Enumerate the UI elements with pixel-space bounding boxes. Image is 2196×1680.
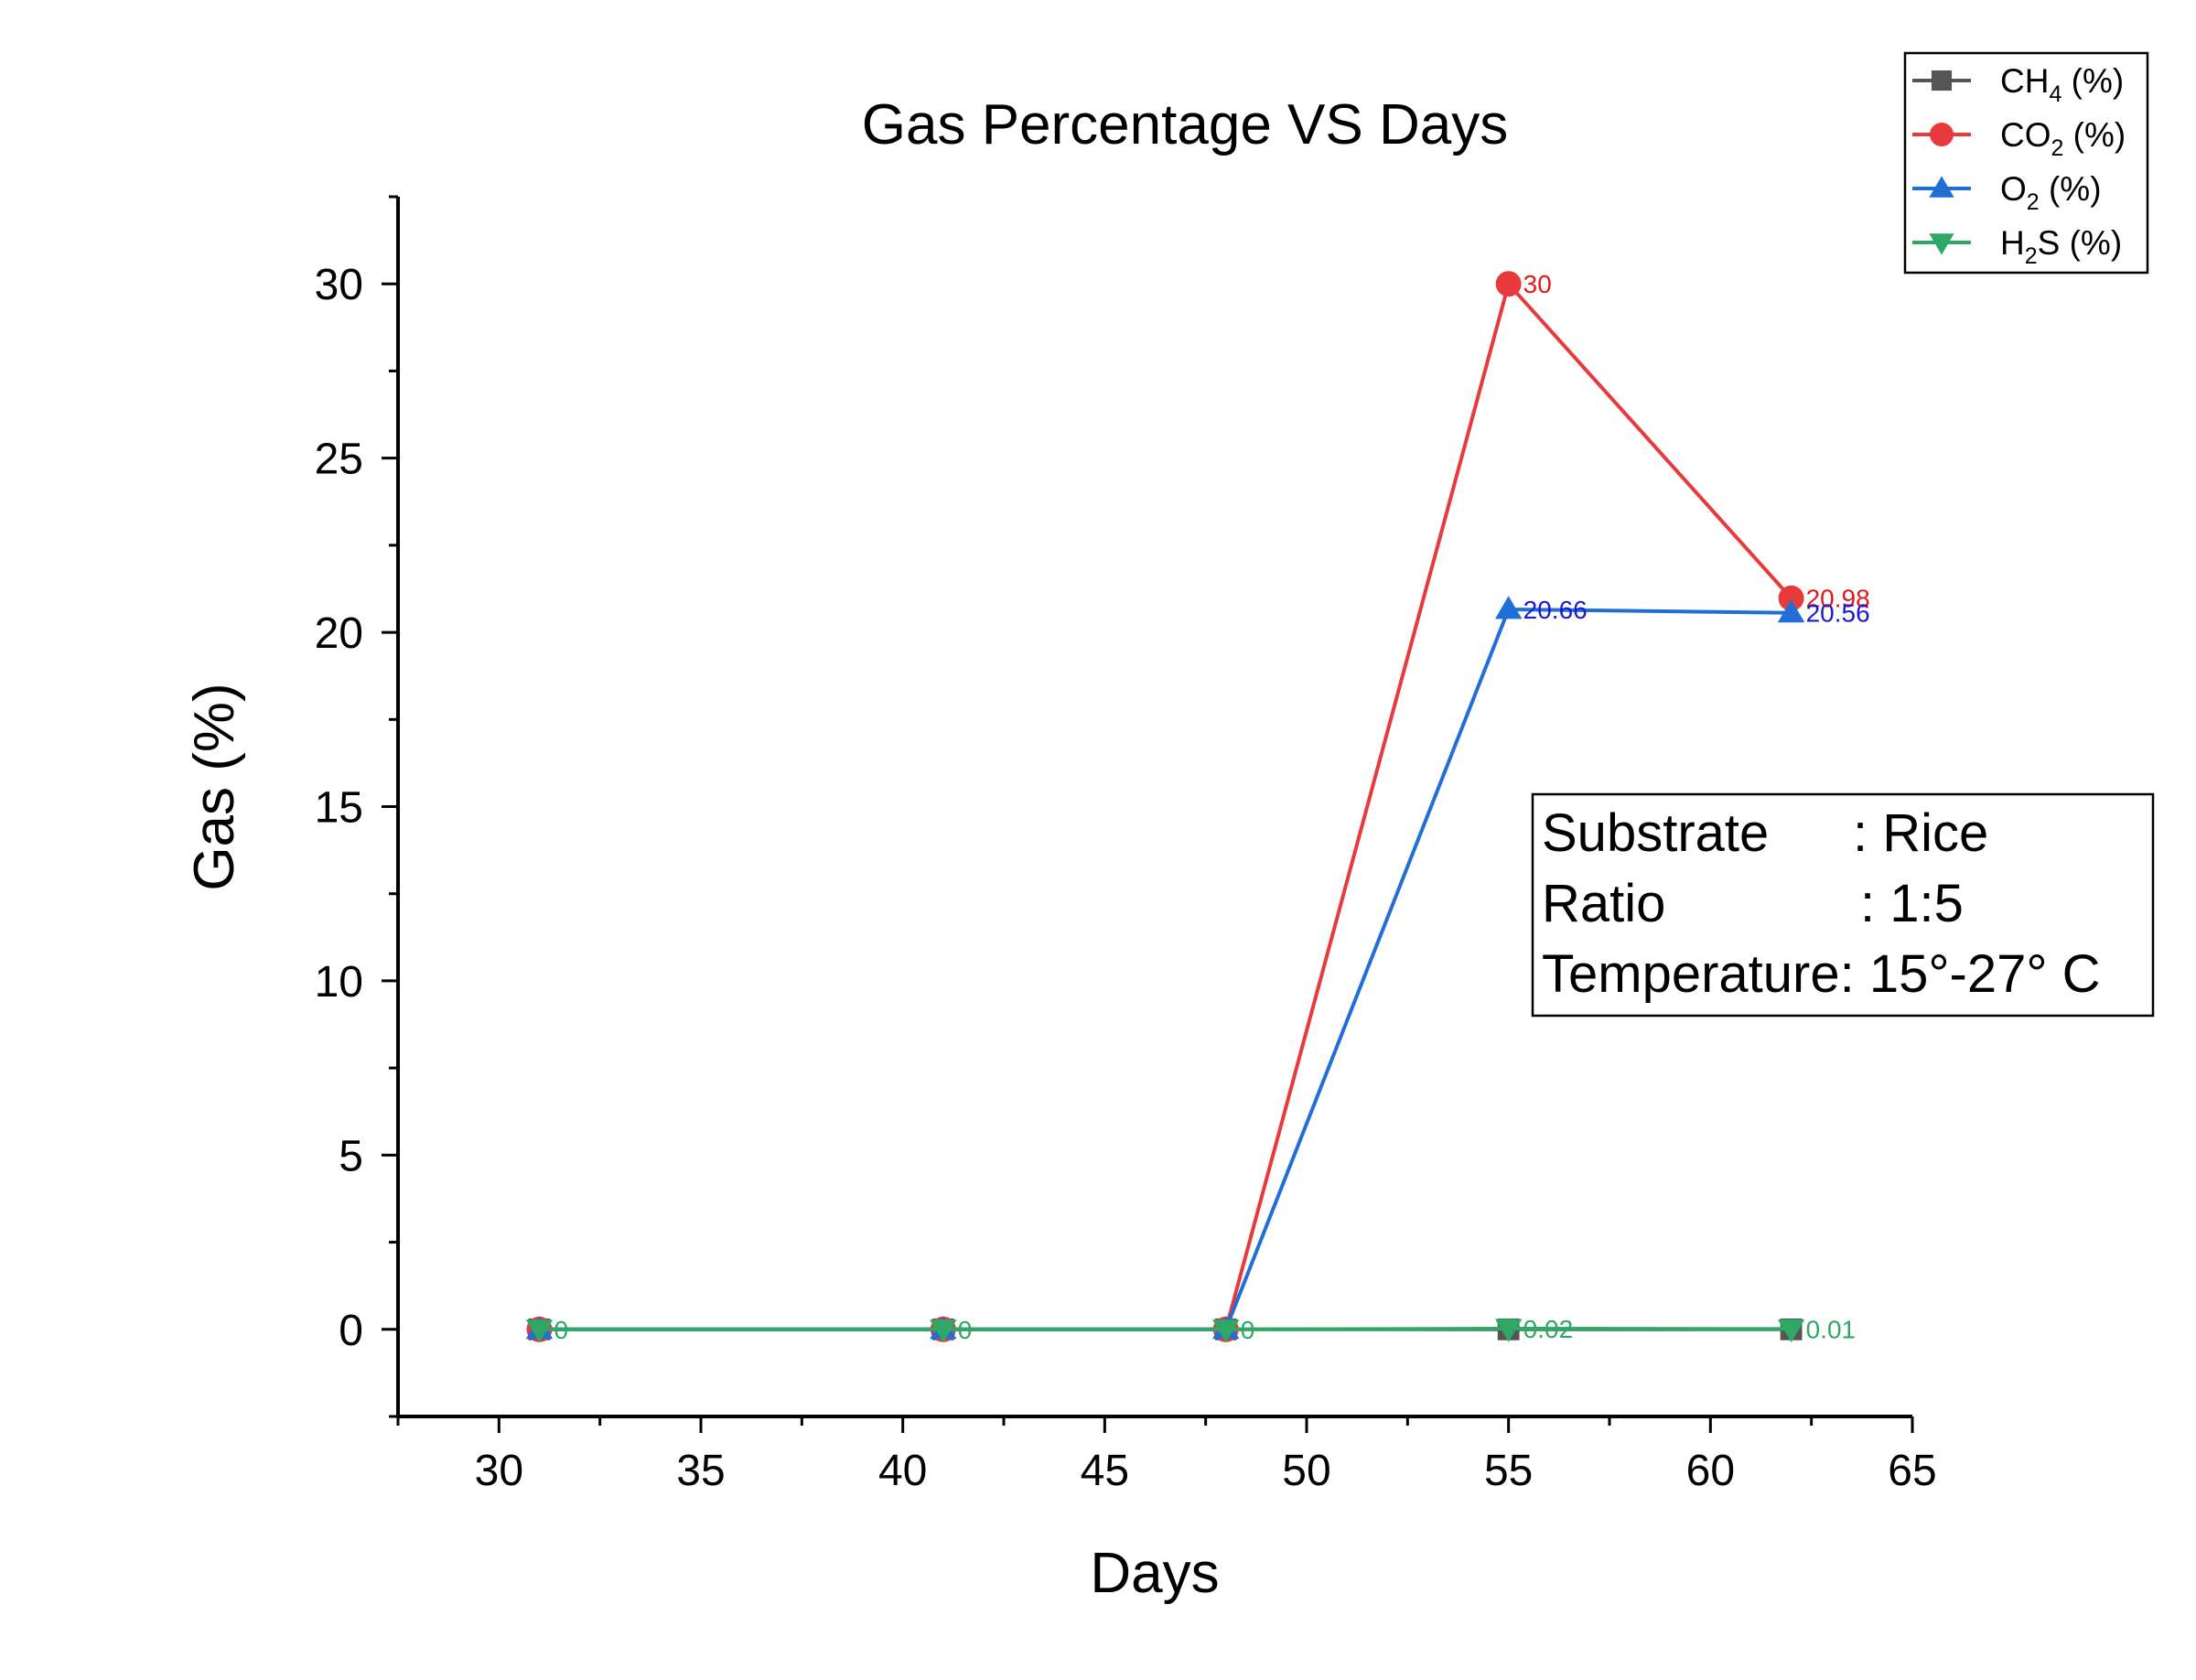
x-tick-label: 45 — [1081, 1447, 1129, 1495]
y-tick-label: 30 — [315, 261, 363, 309]
legend-label: O2 (%) — [2000, 170, 2102, 215]
legend-label-tail: (%) — [2040, 170, 2102, 208]
info-value: : 15°-27° C — [1840, 944, 2101, 1004]
y-tick-label: 25 — [315, 436, 363, 484]
data-label: 0 — [1241, 1316, 1255, 1344]
legend-label-main: CH — [2000, 62, 2049, 100]
info-key: Substrate — [1542, 803, 1769, 863]
info-key: Ratio — [1542, 874, 1665, 933]
legend-label-main: O — [2000, 170, 2027, 208]
data-label: 0.02 — [1523, 1315, 1574, 1343]
data-label: 20.66 — [1523, 596, 1588, 624]
y-tick-label: 5 — [339, 1132, 363, 1180]
series-3 — [525, 1319, 1805, 1343]
info-value: : Rice — [1853, 803, 1988, 863]
point-labels: 30 20.98 20.66 20.56 0 0 0 0.02 0.01 — [554, 270, 1869, 1344]
legend-item: O2 (%) — [1912, 170, 2102, 215]
info-key: Temperature — [1542, 944, 1840, 1004]
y-tick-label: 20 — [315, 609, 363, 658]
data-label: 30 — [1523, 270, 1552, 298]
data-point — [930, 1319, 957, 1343]
data-point — [1495, 271, 1522, 297]
y-axis-title: Gas (%) — [183, 683, 246, 890]
chart-title: Gas Percentage VS Days — [862, 93, 1508, 156]
legend-label-tail: (%) — [2063, 116, 2126, 154]
info-box-frame — [1531, 792, 2155, 1018]
legend-label-subscript: 2 — [2025, 243, 2038, 269]
legend: CH4 (%)CO2 (%)O2 (%)H2S (%) — [1903, 51, 2149, 275]
legend-marker — [1929, 176, 1954, 198]
x-tick-label: 40 — [878, 1447, 927, 1495]
info-box: Substrate : Rice Ratio : 1:5 Temperature: 15… — [1531, 792, 2155, 1018]
x-tick-label: 30 — [475, 1447, 523, 1495]
y-tick-label: 15 — [315, 784, 363, 833]
data-point — [1494, 1319, 1523, 1342]
x-tick-label: 65 — [1888, 1447, 1936, 1495]
info-value: : 1:5 — [1860, 874, 1964, 933]
data-point — [1777, 599, 1805, 623]
legend-item: CH4 (%) — [1912, 62, 2124, 107]
data-label: 20.98 — [1806, 585, 1870, 613]
legend-label: CO2 (%) — [2000, 116, 2126, 161]
data-label: 0 — [958, 1316, 973, 1344]
x-tick-label: 55 — [1484, 1447, 1533, 1495]
legend-label-subscript: 4 — [2049, 81, 2061, 107]
y-tick-label: 0 — [339, 1307, 363, 1355]
legend-label-tail: (%) — [2061, 62, 2124, 100]
legend-label-subscript: 2 — [2051, 135, 2064, 161]
x-tick-label: 50 — [1282, 1447, 1330, 1495]
legend-marker — [1929, 233, 1954, 255]
legend-label: CH4 (%) — [2000, 62, 2124, 107]
legend-label-main: H — [2000, 224, 2025, 262]
data-label: 20.56 — [1806, 599, 1870, 628]
series-line — [539, 1327, 1792, 1331]
legend-label-subscript: 2 — [2027, 189, 2040, 215]
legend-item: H2S (%) — [1912, 224, 2122, 269]
legend-label: H2S (%) — [2000, 224, 2122, 269]
x-axis-title: Days — [1090, 1542, 1219, 1605]
data-point — [1777, 1319, 1805, 1343]
legend-marker — [1931, 70, 1953, 92]
x-tick-label: 60 — [1686, 1447, 1735, 1495]
series-layer — [525, 271, 1805, 1343]
data-point — [1212, 1319, 1240, 1343]
y-tick-label: 10 — [315, 958, 363, 1007]
legend-label-main: CO — [2000, 116, 2051, 154]
legend-label-tail: S (%) — [2038, 224, 2123, 262]
data-point — [1494, 596, 1523, 619]
data-point — [1778, 585, 1804, 611]
axes: 30 35 40 45 50 55 60 65 0 5 10 15 20 25 30 — [315, 195, 1937, 1495]
data-label: 0.01 — [1806, 1315, 1857, 1343]
x-tick-label: 35 — [676, 1447, 725, 1495]
legend-marker — [1930, 123, 1954, 146]
data-point — [525, 1319, 554, 1343]
legend-item: CO2 (%) — [1912, 116, 2126, 161]
data-label: 0 — [554, 1316, 568, 1344]
